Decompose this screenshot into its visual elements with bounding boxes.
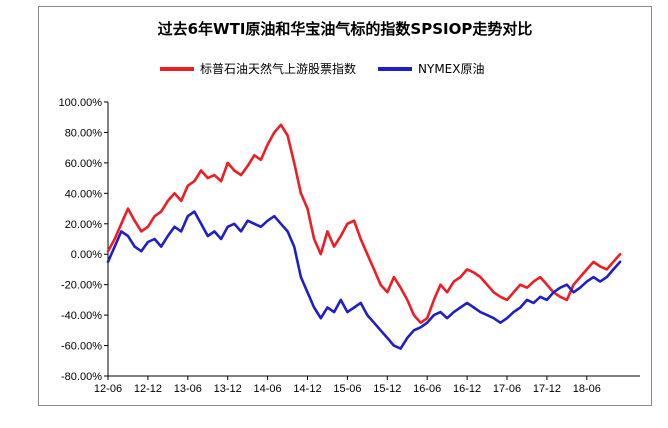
x-tick-label: 13-12	[214, 383, 242, 395]
y-tick-label: 40.00%	[65, 188, 103, 200]
x-tick-label: 15-06	[333, 383, 361, 395]
chart-frame	[38, 6, 652, 406]
y-tick-label: 20.00%	[65, 219, 103, 231]
y-tick-label: 0.00%	[71, 249, 102, 261]
chart-title: 过去6年WTI原油和华宝油气标的指数SPSIOP走势对比	[157, 20, 533, 38]
y-tick-label: 80.00%	[65, 127, 103, 139]
x-tick-label: 17-06	[493, 383, 521, 395]
legend-label-nymex: NYMEX原油	[418, 62, 485, 76]
x-tick-label: 13-06	[174, 383, 202, 395]
series-line-nymex	[106, 210, 622, 350]
y-tick-label: 60.00%	[65, 158, 103, 170]
legend-label-spsiop: 标普石油天然气上游股票指数	[200, 62, 357, 76]
y-tick-label: -60.00%	[61, 341, 102, 353]
x-tick-label: 16-06	[413, 383, 441, 395]
x-tick-label: 12-06	[94, 383, 122, 395]
y-tick-label: -80.00%	[61, 371, 102, 383]
x-tick-label: 17-12	[533, 383, 561, 395]
chart-legend: 标普石油天然气上游股票指数 NYMEX原油	[160, 60, 506, 77]
x-tick-label: 15-12	[373, 383, 401, 395]
x-tick-label: 14-12	[293, 383, 321, 395]
x-tick-label: 18-06	[573, 383, 601, 395]
legend-swatch-nymex	[378, 66, 413, 71]
y-tick-label: -40.00%	[61, 310, 102, 322]
x-tick-label: 16-12	[453, 383, 481, 395]
series-line-spsiop	[106, 123, 622, 325]
y-tick-label: 100.00%	[59, 97, 103, 109]
legend-swatch-spsiop	[160, 66, 194, 71]
legend-item-nymex: NYMEX原油	[378, 60, 484, 77]
y-tick-label: -20.00%	[61, 280, 102, 292]
x-tick-label: 14-06	[254, 383, 282, 395]
x-tick-label: 12-12	[134, 383, 162, 395]
legend-item-spsiop: 标普石油天然气上游股票指数	[160, 60, 356, 77]
